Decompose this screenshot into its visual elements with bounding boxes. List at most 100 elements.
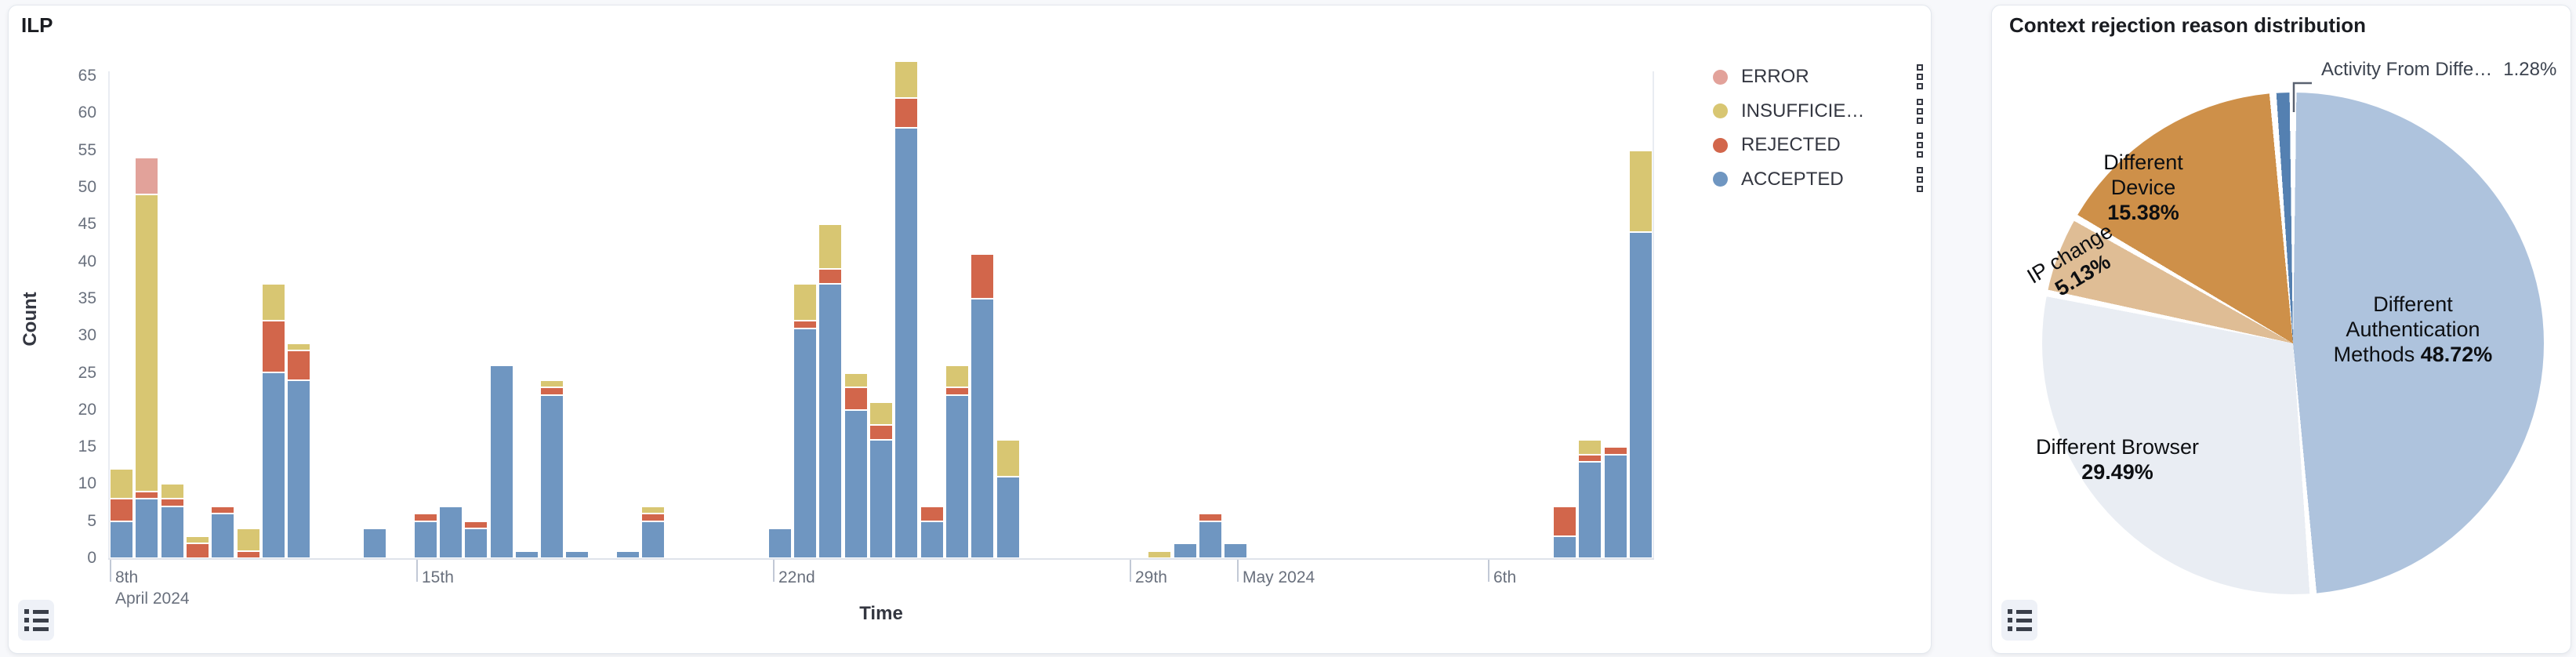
bar-segment-accepted[interactable] — [1198, 521, 1222, 558]
stacked-bar[interactable] — [920, 506, 944, 558]
bar-segment-rejected[interactable] — [160, 499, 184, 506]
bar-segment-accepted[interactable] — [971, 298, 995, 558]
bar-segment-insufficient[interactable] — [540, 379, 564, 388]
bar-segment-accepted[interactable] — [261, 372, 285, 558]
bar-segment-insufficient[interactable] — [793, 283, 818, 321]
bar-segment-accepted[interactable] — [514, 550, 539, 558]
bar-segment-insufficient[interactable] — [135, 194, 159, 492]
legend-actions-icon[interactable] — [1917, 64, 1926, 89]
bar-segment-accepted[interactable] — [438, 506, 463, 558]
stacked-bar[interactable] — [287, 343, 311, 558]
bar-segment-accepted[interactable] — [869, 439, 893, 558]
stacked-bar[interactable] — [211, 506, 235, 558]
bar-segment-rejected[interactable] — [1553, 506, 1577, 536]
bar-segment-accepted[interactable] — [996, 476, 1020, 558]
legend-toggle-button[interactable] — [2001, 600, 2037, 641]
stacked-bar[interactable] — [641, 506, 666, 558]
legend-actions-icon[interactable] — [1917, 166, 1926, 192]
stacked-bar[interactable] — [363, 528, 386, 558]
bar-segment-accepted[interactable] — [894, 128, 919, 558]
stacked-bar[interactable] — [160, 484, 184, 558]
stacked-bar[interactable] — [616, 550, 640, 558]
bar-segment-rejected[interactable] — [110, 499, 133, 521]
stacked-bar[interactable] — [110, 469, 133, 558]
bar-segment-accepted[interactable] — [160, 506, 184, 558]
stacked-bar[interactable] — [1224, 543, 1248, 558]
legend-item-accepted[interactable]: ACCEPTED — [1713, 165, 1926, 194]
bar-segment-rejected[interactable] — [920, 506, 944, 521]
stacked-bar[interactable] — [135, 158, 159, 558]
stacked-bar[interactable] — [818, 224, 843, 558]
bar-segment-insufficient[interactable] — [945, 365, 969, 388]
pie-chart[interactable] — [2042, 93, 2544, 594]
bar-segment-accepted[interactable] — [1578, 462, 1602, 558]
bar-segment-rejected[interactable] — [971, 254, 995, 299]
bar-segment-accepted[interactable] — [1629, 231, 1653, 558]
stacked-bar[interactable] — [489, 365, 513, 558]
bar-segment-accepted[interactable] — [211, 514, 235, 558]
bar-segment-rejected[interactable] — [869, 424, 893, 440]
legend-actions-icon[interactable] — [1917, 98, 1926, 124]
bar-segment-insufficient[interactable] — [287, 343, 311, 351]
bar-segment-accepted[interactable] — [413, 521, 437, 558]
bar-segment-accepted[interactable] — [540, 394, 564, 558]
bar-segment-accepted[interactable] — [844, 409, 868, 558]
stacked-bar[interactable] — [1148, 550, 1172, 558]
bar-segment-accepted[interactable] — [135, 499, 159, 558]
bar-segment-insufficient[interactable] — [1629, 150, 1653, 232]
bar-segment-insufficient[interactable] — [160, 484, 184, 499]
legend-item-insufficie[interactable]: INSUFFICIE… — [1713, 97, 1926, 125]
bar-segment-insufficient[interactable] — [818, 224, 843, 270]
bar-segment-rejected[interactable] — [641, 514, 666, 521]
bar-segment-insufficient[interactable] — [261, 283, 285, 321]
bar-segment-rejected[interactable] — [413, 514, 437, 521]
stacked-bar[interactable] — [236, 528, 260, 558]
bar-segment-rejected[interactable] — [135, 491, 159, 499]
stacked-bar[interactable] — [767, 528, 792, 558]
bar-segment-accepted[interactable] — [464, 528, 488, 558]
stacked-bar[interactable] — [996, 439, 1020, 558]
bar-segment-rejected[interactable] — [185, 543, 209, 558]
bar-segment-accepted[interactable] — [793, 328, 818, 558]
stacked-bar[interactable] — [1603, 447, 1627, 558]
bar-segment-rejected[interactable] — [464, 521, 488, 529]
stacked-bar[interactable] — [869, 402, 893, 558]
stacked-bar[interactable] — [464, 521, 488, 558]
stacked-bar[interactable] — [413, 514, 437, 558]
stacked-bar[interactable] — [514, 550, 539, 558]
stacked-bar[interactable] — [1578, 439, 1602, 558]
stacked-bar[interactable] — [1553, 506, 1577, 558]
stacked-bar[interactable] — [1198, 514, 1222, 558]
bar-segment-accepted[interactable] — [565, 550, 590, 558]
bar-segment-accepted[interactable] — [920, 521, 944, 558]
bar-segment-insufficient[interactable] — [641, 506, 666, 514]
bar-segment-accepted[interactable] — [110, 521, 133, 558]
bar-segment-accepted[interactable] — [641, 521, 666, 558]
bar-segment-rejected[interactable] — [540, 387, 564, 395]
bar-segment-accepted[interactable] — [1224, 543, 1248, 558]
bar-segment-rejected[interactable] — [1198, 514, 1222, 521]
stacked-bar[interactable] — [945, 365, 969, 558]
bar-segment-rejected[interactable] — [818, 269, 843, 284]
bar-segment-accepted[interactable] — [945, 394, 969, 558]
bar-segment-insufficient[interactable] — [894, 61, 919, 99]
bar-segment-accepted[interactable] — [363, 528, 386, 558]
legend-toggle-button[interactable] — [18, 600, 54, 641]
stacked-bar[interactable] — [971, 254, 995, 558]
bar-segment-accepted[interactable] — [767, 528, 792, 558]
bar-segment-accepted[interactable] — [818, 283, 843, 558]
bar-segment-insufficient[interactable] — [1148, 550, 1172, 558]
stacked-bar[interactable] — [793, 283, 818, 558]
bar-segment-rejected[interactable] — [793, 321, 818, 328]
bar-segment-insufficient[interactable] — [236, 528, 260, 551]
bar-segment-rejected[interactable] — [211, 506, 235, 514]
stacked-bar[interactable] — [844, 372, 868, 558]
legend-actions-icon[interactable] — [1917, 132, 1926, 158]
stacked-bar[interactable] — [1629, 150, 1653, 558]
bar-segment-insufficient[interactable] — [110, 469, 133, 499]
bar-segment-rejected[interactable] — [287, 350, 311, 380]
legend-item-rejected[interactable]: REJECTED — [1713, 131, 1926, 159]
bar-segment-rejected[interactable] — [945, 387, 969, 395]
bar-segment-accepted[interactable] — [489, 365, 513, 558]
stacked-bar[interactable] — [894, 61, 919, 558]
